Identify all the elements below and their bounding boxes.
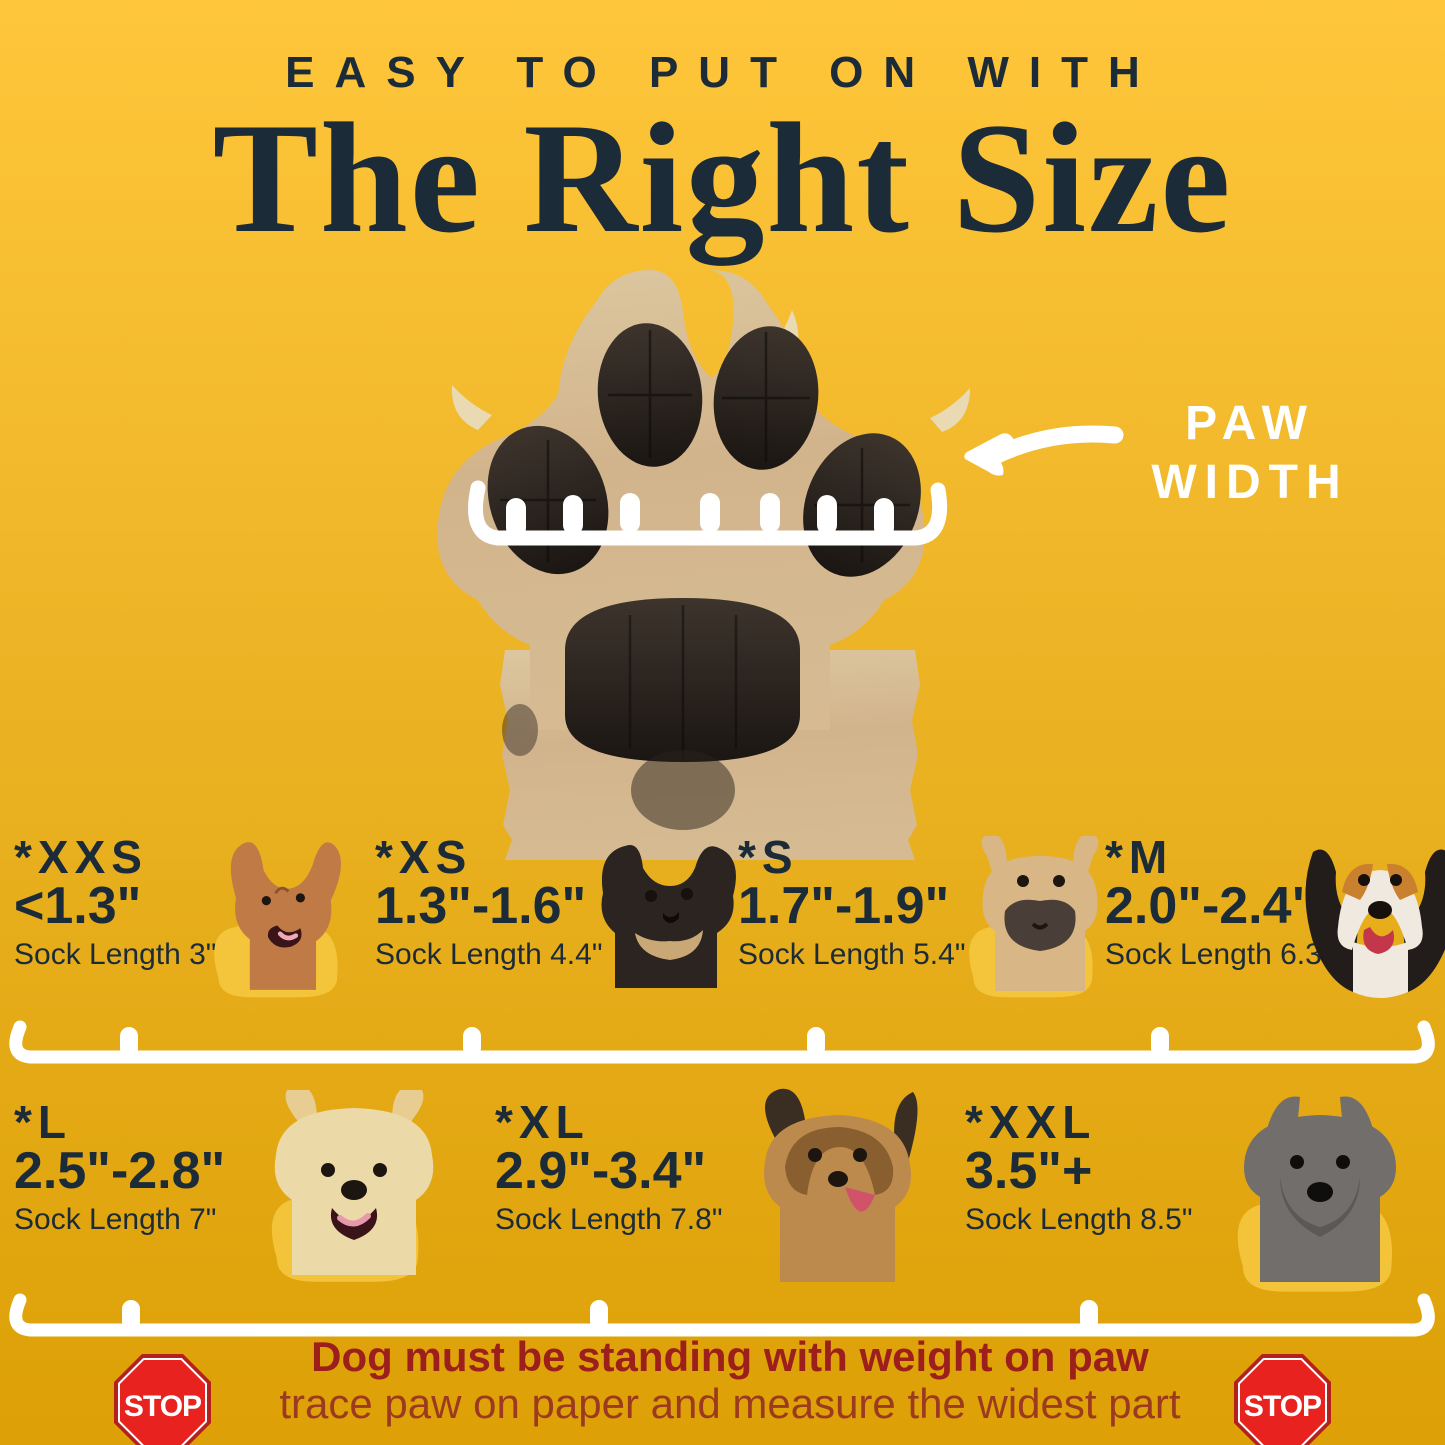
svg-text:STOP: STOP [124,1390,201,1423]
svg-text:STOP: STOP [1244,1390,1321,1423]
